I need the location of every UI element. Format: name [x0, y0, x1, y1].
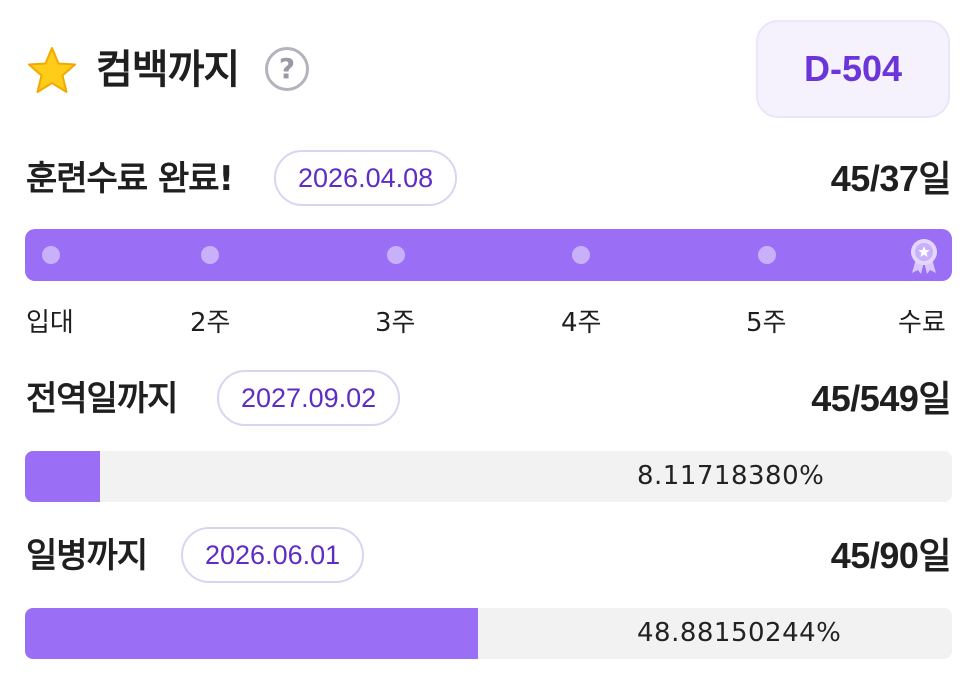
discharge-progress-bar: 8.11718380% [25, 451, 952, 502]
pfc-progress-fill [25, 608, 479, 659]
discharge-progress-fill [25, 451, 101, 502]
pfc-percent: 48.88150244% [637, 618, 842, 648]
help-icon[interactable]: ? [265, 47, 309, 91]
week-marker [387, 246, 405, 264]
training-label: 훈련수료 완료! [26, 159, 234, 199]
pfc-day-count: 45/90일 [830, 535, 952, 577]
discharge-day-count: 45/549일 [811, 378, 951, 420]
week-marker [201, 246, 219, 264]
week-marker [572, 246, 590, 264]
week-label-3: 3주 [375, 308, 416, 338]
discharge-label: 전역일까지 [26, 379, 178, 419]
discharge-percent: 8.11718380% [637, 461, 825, 491]
week-label-4: 4주 [561, 308, 602, 338]
week-label-start: 입대 [26, 308, 74, 338]
week-label-5: 5주 [746, 308, 787, 338]
star-icon [28, 47, 76, 93]
week-marker [758, 246, 776, 264]
dday-badge: D-504 [756, 20, 950, 118]
training-week-bar [25, 229, 952, 281]
medal-icon [911, 239, 937, 274]
pfc-label: 일병까지 [26, 536, 148, 576]
discharge-date-pill[interactable]: 2027.09.02 [217, 370, 401, 426]
week-marker [42, 246, 60, 264]
page-title: 컴백까지 [96, 47, 240, 93]
training-day-count: 45/37일 [830, 158, 952, 200]
training-date-pill[interactable]: 2026.04.08 [274, 150, 458, 206]
week-label-2: 2주 [190, 308, 231, 338]
week-label-end: 수료 [898, 308, 946, 338]
pfc-progress-bar: 48.88150244% [25, 608, 952, 659]
pfc-date-pill[interactable]: 2026.06.01 [181, 527, 365, 583]
